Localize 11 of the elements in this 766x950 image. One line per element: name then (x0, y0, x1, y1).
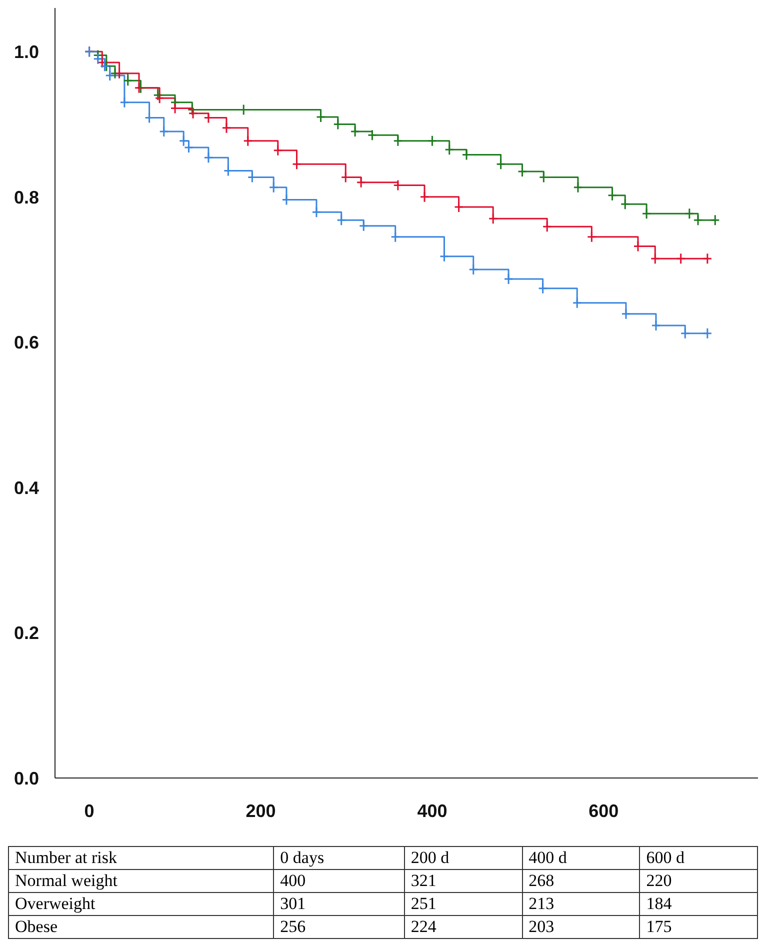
y-tick-label: 0.0 (14, 768, 39, 788)
x-tick-label: 200 (246, 800, 276, 821)
y-tick-label: 1.0 (14, 42, 39, 62)
y-tick-label: 0.2 (14, 623, 39, 644)
x-tick-label: 400 (417, 800, 448, 821)
y-tick-label: 0.4 (14, 478, 39, 498)
x-tick-label: 600 (588, 800, 619, 821)
number-at-risk-table: Number at risk 0 days 200 d 400 d 600 d Normal weight 400 321 268 220 Overweight 301 251 213 184 Obese 256 224 203 175 (8, 846, 758, 939)
y-tick-label: 0.8 (14, 187, 39, 208)
y-tick-label: 0.6 (14, 332, 39, 353)
x-tick-label: 0 (84, 800, 94, 821)
